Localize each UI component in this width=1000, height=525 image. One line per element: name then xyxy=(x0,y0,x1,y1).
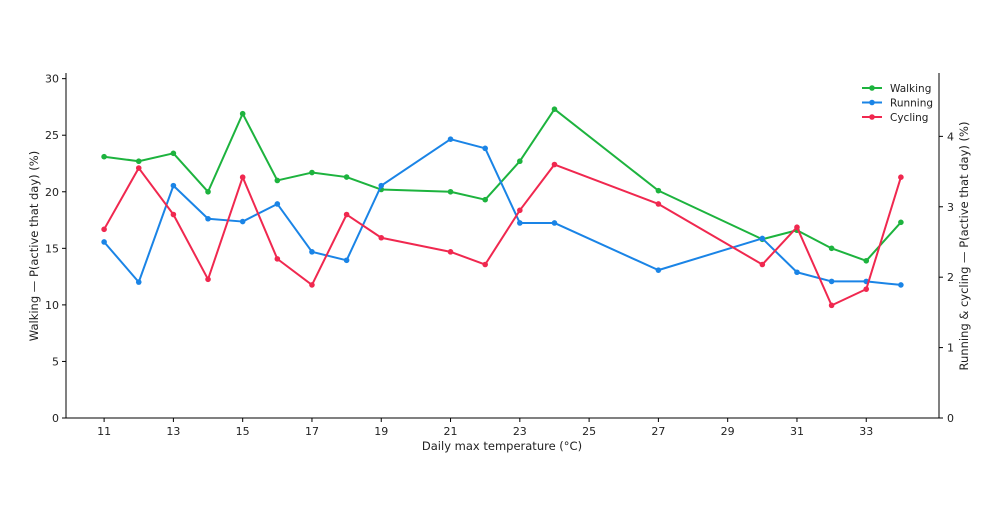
legend: Walking Running Cycling xyxy=(862,83,933,124)
data-point-running xyxy=(309,249,315,255)
data-point-walking xyxy=(551,106,558,112)
ticks-layer: 11 13 15 17 19 21 23 25 27 29 31 330510152025300123… xyxy=(45,73,954,438)
data-point-cycling xyxy=(863,286,870,292)
data-point-running xyxy=(447,136,454,142)
x-tick-label: 19 xyxy=(374,425,388,438)
data-point-walking xyxy=(170,150,177,157)
left-y-tick-label: 30 xyxy=(45,73,59,86)
data-point-running xyxy=(205,215,211,222)
data-point-walking xyxy=(135,158,142,165)
left-y-tick-label: 20 xyxy=(45,186,59,199)
data-point-cycling xyxy=(378,234,385,241)
data-point-running xyxy=(239,218,246,225)
left-y-tick-label: 10 xyxy=(45,299,59,312)
data-point-running xyxy=(898,282,904,288)
data-point-running xyxy=(274,201,281,207)
legend-label: Cycling xyxy=(890,112,928,124)
data-point-walking xyxy=(482,196,488,203)
x-tick-label: 21 xyxy=(444,425,458,438)
data-point-walking xyxy=(447,188,454,195)
axes-layer xyxy=(65,73,940,419)
data-point-running xyxy=(378,182,385,189)
data-point-running xyxy=(482,145,488,152)
data-point-running xyxy=(135,279,142,285)
series-running xyxy=(101,136,904,288)
x-tick-label: 27 xyxy=(651,425,665,438)
legend-swatch-marker xyxy=(869,85,875,91)
left-y-tick-label: 25 xyxy=(45,129,59,142)
data-point-walking xyxy=(898,219,904,226)
series-cycling xyxy=(101,161,904,309)
x-tick-label: 23 xyxy=(513,425,527,438)
data-point-cycling xyxy=(309,282,315,288)
right-y-tick-label: 2 xyxy=(947,271,954,284)
legend-item-walking: Walking xyxy=(862,83,931,95)
legend-label: Walking xyxy=(890,83,931,95)
x-tick-label: 13 xyxy=(166,425,180,438)
x-tick-label: 11 xyxy=(97,425,111,438)
legend-swatch-marker xyxy=(869,99,875,106)
x-tick-label: 31 xyxy=(790,425,804,438)
data-point-cycling xyxy=(135,165,142,171)
series-layer xyxy=(101,106,904,309)
legend-swatch-marker xyxy=(869,114,875,120)
data-point-walking xyxy=(101,153,107,160)
data-point-running xyxy=(759,235,766,242)
legend-item-cycling: Cycling xyxy=(862,112,928,124)
data-point-cycling xyxy=(101,226,107,233)
data-point-cycling xyxy=(898,174,904,181)
data-point-cycling xyxy=(205,276,211,283)
x-tick-label: 33 xyxy=(859,425,873,438)
legend-item-running: Running xyxy=(862,98,933,110)
x-tick-label: 25 xyxy=(582,425,596,438)
x-tick-label: 15 xyxy=(236,425,250,438)
right-y-tick-label: 4 xyxy=(947,130,954,143)
right-y-axis-label: Running & cycling — P(active that day) (… xyxy=(957,122,971,371)
data-point-walking xyxy=(343,174,350,180)
data-point-running xyxy=(655,267,662,273)
left-y-tick-label: 5 xyxy=(52,355,59,368)
data-point-cycling xyxy=(482,261,488,268)
data-point-cycling xyxy=(447,249,454,255)
right-y-tick-label: 3 xyxy=(947,201,954,214)
data-point-cycling xyxy=(655,201,662,207)
data-point-walking xyxy=(274,177,281,184)
data-point-cycling xyxy=(828,302,835,309)
left-y-tick-label: 0 xyxy=(52,412,59,425)
data-point-running xyxy=(794,269,800,276)
data-point-cycling xyxy=(551,161,558,168)
data-point-running xyxy=(517,220,523,226)
series-line-running xyxy=(103,138,901,286)
data-point-running xyxy=(828,278,835,285)
data-point-walking xyxy=(655,187,662,194)
x-tick-label: 17 xyxy=(305,425,319,438)
left-y-tick-label: 15 xyxy=(45,242,59,255)
data-point-walking xyxy=(863,257,870,264)
data-point-running xyxy=(170,182,177,189)
data-point-cycling xyxy=(274,256,281,262)
legend-label: Running xyxy=(890,98,933,110)
data-point-walking xyxy=(205,188,211,195)
data-point-cycling xyxy=(794,224,800,230)
data-point-running xyxy=(101,239,107,245)
data-point-cycling xyxy=(517,207,523,214)
x-tick-label: 29 xyxy=(721,425,735,438)
data-point-cycling xyxy=(343,211,350,218)
data-point-walking xyxy=(309,169,315,176)
x-axis-label: Daily max temperature (°C) xyxy=(422,439,582,453)
data-point-walking xyxy=(517,158,523,165)
data-point-running xyxy=(343,257,350,264)
data-point-walking xyxy=(828,245,835,252)
data-point-running xyxy=(551,220,558,226)
data-point-walking xyxy=(239,110,246,117)
data-point-cycling xyxy=(759,261,766,268)
right-y-tick-label: 0 xyxy=(947,412,954,425)
left-y-axis-label: Walking — P(active that day) (%) xyxy=(27,151,41,341)
data-point-cycling xyxy=(239,174,246,181)
right-y-tick-label: 1 xyxy=(947,342,954,355)
data-point-cycling xyxy=(170,211,177,218)
